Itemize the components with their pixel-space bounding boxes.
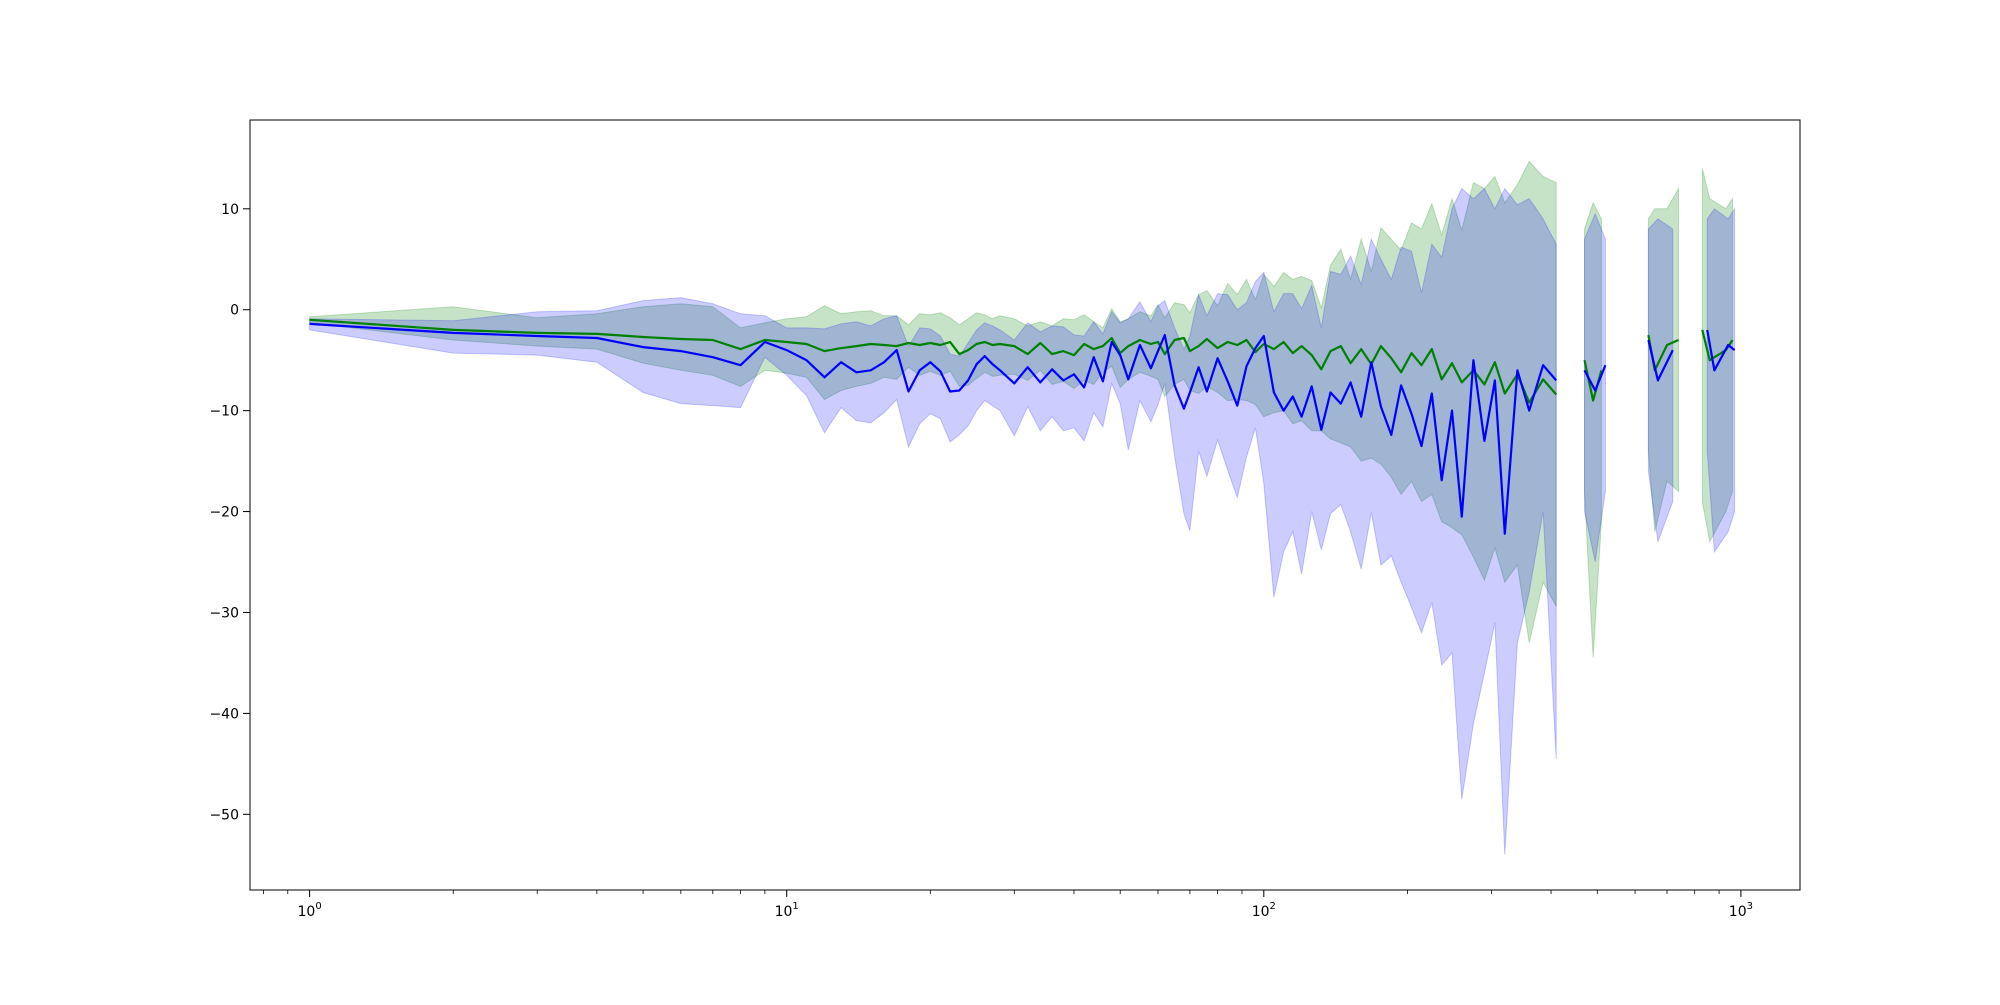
x-tick-exponent: 3 xyxy=(1747,901,1753,912)
series-1-band-2 xyxy=(1584,201,1602,658)
y-tick-label: 0 xyxy=(230,303,239,319)
y-tick-label: 10 xyxy=(221,202,239,218)
x-tick-label: 100 xyxy=(298,901,322,920)
x-tick-exponent: 2 xyxy=(1270,901,1276,912)
y-tick-label: −50 xyxy=(209,807,239,823)
y-tick-label: −10 xyxy=(209,404,239,420)
series-2-band-3 xyxy=(1647,218,1674,542)
x-tick-label: 103 xyxy=(1729,901,1753,920)
series-1-band-3 xyxy=(1647,186,1679,532)
y-axis: 10 0 −10 −20 −30 −40 −50 xyxy=(209,202,250,823)
y-tick-label: −20 xyxy=(209,505,239,521)
series-lines xyxy=(309,318,1736,535)
series-2-line-3 xyxy=(1647,339,1674,382)
series-2-line-4 xyxy=(1706,329,1736,372)
x-tick-exponent: 1 xyxy=(792,901,798,912)
series-2-line-2 xyxy=(1583,364,1607,392)
series-2-line-1 xyxy=(309,322,1558,535)
y-tick-label: −40 xyxy=(209,706,239,722)
series-1-line-1 xyxy=(309,318,1558,404)
confidence-bands xyxy=(309,160,1736,855)
x-tick-label: 101 xyxy=(775,901,799,920)
y-tick-label: −30 xyxy=(209,605,239,621)
series-2-band-1 xyxy=(309,187,1557,855)
series-2-band-4 xyxy=(1706,207,1736,554)
x-tick-exponent: 0 xyxy=(315,901,321,912)
x-axis: 100 101 102 103 xyxy=(262,890,1753,920)
x-tick-label: 102 xyxy=(1252,901,1276,920)
axes-frame xyxy=(249,119,1801,891)
